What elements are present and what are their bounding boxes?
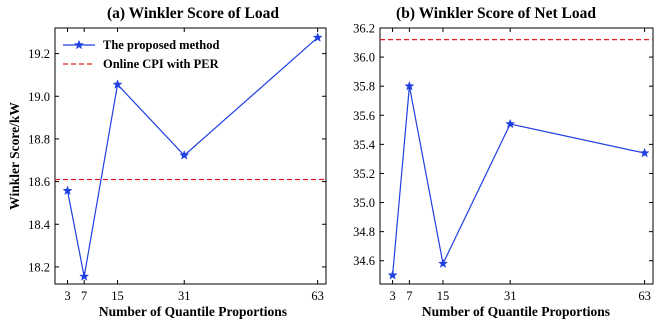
x-tick-label: 15 <box>111 289 124 303</box>
data-point-star <box>312 32 323 42</box>
data-point-star <box>179 150 190 160</box>
data-point-star <box>112 79 123 89</box>
panel-b: (b) Winkler Score of Net Load Number of … <box>353 5 654 319</box>
panel-a-y-axis-label: Winkler Score/kW <box>7 102 22 210</box>
y-tick-label: 36.0 <box>353 51 375 65</box>
panel-a: (a) Winkler Score of Load Winkler Score/… <box>7 5 327 319</box>
x-tick-label: 31 <box>178 289 191 303</box>
legend-star-marker <box>73 39 85 50</box>
y-tick-label: 35.4 <box>353 138 376 152</box>
x-tick-label: 7 <box>81 289 87 303</box>
y-tick-label: 35.8 <box>353 80 375 94</box>
data-point-star <box>404 80 415 91</box>
y-tick-label: 34.8 <box>353 225 375 239</box>
panel-b-ticks: 3 7 15 31 63 34.6 34.8 35.0 35.2 35.4 35.6 35.8 36.0… <box>353 22 653 303</box>
data-point-star <box>62 185 73 196</box>
panel-a-series <box>62 32 323 281</box>
x-tick-label: 31 <box>504 289 517 303</box>
data-point-star <box>79 271 90 281</box>
y-tick-label: 35.2 <box>353 167 375 181</box>
panel-a-title: (a) Winkler Score of Load <box>107 5 279 22</box>
y-tick-label: 36.2 <box>353 22 375 36</box>
x-tick-label: 63 <box>311 289 324 303</box>
data-point-star <box>639 147 650 158</box>
y-tick-label: 18.8 <box>28 132 50 146</box>
y-tick-label: 18.6 <box>28 175 50 189</box>
legend-proposed-label: The proposed method <box>103 38 220 52</box>
panel-a-plot-frame <box>54 27 327 285</box>
y-tick-label: 19.0 <box>28 90 50 104</box>
panel-b-x-axis-label: Number of Quantile Proportions <box>422 304 610 319</box>
y-tick-label: 18.2 <box>28 260 50 274</box>
legend-cpi-label: Online CPI with PER <box>103 57 220 71</box>
panel-b-series <box>387 80 650 280</box>
data-point-star <box>505 118 516 129</box>
legend-proposed-star-swatch <box>73 39 85 50</box>
y-tick-label: 35.0 <box>353 196 375 210</box>
series-line-proposed <box>392 86 645 276</box>
series-line-proposed <box>66 37 319 277</box>
y-tick-label: 18.4 <box>28 218 51 232</box>
x-tick-label: 7 <box>406 289 412 303</box>
panel-a-x-axis-label: Number of Quantile Proportions <box>99 304 287 319</box>
x-tick-label: 63 <box>638 289 651 303</box>
panel-a-ticks: 3 7 15 31 63 18.2 18.4 18.6 18.8 19.0 19.2 <box>28 28 326 303</box>
panel-b-title: (b) Winkler Score of Net Load <box>396 5 596 22</box>
panel-a-legend: The proposed method Online CPI with PER <box>63 38 220 71</box>
panel-b-plot-frame <box>379 27 654 285</box>
x-tick-label: 15 <box>437 289 450 303</box>
data-point-star <box>437 258 449 268</box>
data-point-star <box>387 269 398 280</box>
x-tick-label: 3 <box>389 289 395 303</box>
x-tick-label: 3 <box>64 289 70 303</box>
y-tick-label: 35.6 <box>353 109 375 123</box>
y-tick-label: 34.6 <box>353 254 375 268</box>
y-tick-label: 19.2 <box>28 47 50 61</box>
